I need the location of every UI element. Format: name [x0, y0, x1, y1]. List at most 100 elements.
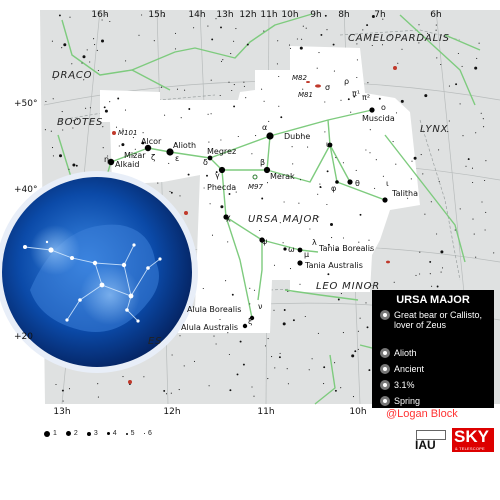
legend-label: 6 [148, 430, 152, 437]
background-star [472, 181, 474, 184]
background-star [283, 201, 285, 203]
background-star [298, 202, 300, 204]
background-star [187, 173, 190, 176]
background-star [55, 383, 57, 386]
background-star [104, 109, 108, 113]
star-name-label: Phecda [207, 183, 236, 192]
galaxy-m82[interactable] [306, 81, 310, 83]
star-merak[interactable] [263, 166, 271, 174]
background-star [484, 229, 486, 231]
greek-letter-label: χ [226, 213, 231, 222]
background-star [323, 366, 326, 369]
ra-label-top: 7h [374, 10, 385, 20]
background-star [485, 211, 487, 213]
star-talitha[interactable] [382, 197, 388, 203]
star-alula-australis[interactable] [242, 323, 248, 329]
star-mizar[interactable] [144, 144, 152, 152]
background-star [440, 271, 442, 273]
background-star [249, 303, 251, 305]
legend-item: 3 [86, 430, 98, 437]
greek-letter-label: π² [362, 93, 370, 102]
star-phecda[interactable] [218, 166, 226, 174]
background-star [263, 30, 265, 32]
star-alula-borealis[interactable] [249, 315, 255, 321]
star-tania-australis[interactable] [297, 260, 303, 266]
background-star [220, 26, 222, 29]
background-star [471, 167, 474, 169]
star-phi[interactable] [335, 180, 339, 184]
galaxy-m81[interactable] [315, 84, 321, 88]
star-alcor[interactable] [141, 141, 145, 145]
greek-letter-label: ζ [151, 153, 155, 162]
ra-label-bottom: 10h [349, 407, 366, 417]
background-star [251, 153, 253, 155]
background-star [465, 165, 467, 167]
background-star [337, 298, 340, 301]
background-star [68, 388, 71, 390]
background-star [334, 389, 337, 392]
star-chi[interactable] [223, 214, 229, 220]
background-star [335, 249, 338, 251]
background-star [122, 128, 124, 130]
constellation-name: LYNX [420, 124, 449, 135]
background-star [326, 203, 328, 206]
star-alkaid[interactable] [107, 158, 115, 166]
background-star [253, 289, 256, 291]
star-dubhe[interactable] [266, 132, 274, 140]
background-star [436, 57, 438, 59]
background-star [215, 18, 217, 20]
background-star [340, 387, 342, 389]
background-star [213, 335, 215, 337]
background-star [228, 193, 231, 195]
background-star [459, 208, 461, 210]
background-star [316, 67, 318, 69]
star-muscida[interactable] [369, 107, 375, 113]
background-star [307, 146, 309, 148]
background-star [220, 205, 224, 209]
star-alioth[interactable] [166, 148, 174, 156]
star-theta[interactable] [347, 179, 353, 185]
galaxy-m101[interactable] [112, 131, 116, 135]
background-star [246, 43, 249, 46]
greek-letter-label: υ [326, 140, 331, 149]
background-star [292, 163, 294, 165]
star-name-label: Tania Australis [304, 261, 363, 270]
background-star [259, 229, 261, 232]
background-star [299, 46, 303, 50]
background-star [142, 132, 144, 134]
iau-logo-frame [416, 430, 446, 440]
background-star [484, 179, 486, 182]
star-upsilon[interactable] [327, 142, 333, 148]
area-icon [380, 380, 390, 390]
legend-item: 2 [65, 430, 78, 437]
background-star [291, 146, 293, 148]
background-star [299, 283, 301, 285]
background-star [132, 137, 134, 139]
background-star [289, 47, 292, 49]
background-star [438, 180, 440, 182]
background-star [455, 83, 458, 86]
background-star [476, 57, 478, 59]
star-tania-borealis[interactable] [297, 247, 303, 253]
background-star [353, 95, 356, 98]
star-omega[interactable] [283, 247, 287, 251]
background-star [473, 233, 475, 235]
info-meaning: Great bear or Callisto, lover of Zeus [394, 310, 483, 330]
background-star [378, 97, 381, 100]
background-star [174, 32, 177, 34]
constellation-name: CAMELOPARDALIS [348, 33, 450, 44]
info-box: URSA MAJOR Great bear or Callisto, lover… [372, 290, 494, 408]
background-star [75, 164, 78, 167]
star-megrez[interactable] [207, 155, 213, 161]
background-star [52, 98, 54, 100]
nebula-m97[interactable] [252, 174, 258, 180]
background-star [438, 149, 440, 151]
magnitude-dot [125, 432, 128, 435]
background-star [59, 154, 62, 158]
background-star [102, 147, 104, 149]
star-psi[interactable] [259, 237, 265, 243]
background-star [45, 100, 47, 103]
star-name-label: Merak [270, 172, 295, 181]
background-star [474, 66, 478, 70]
background-star [282, 322, 286, 326]
